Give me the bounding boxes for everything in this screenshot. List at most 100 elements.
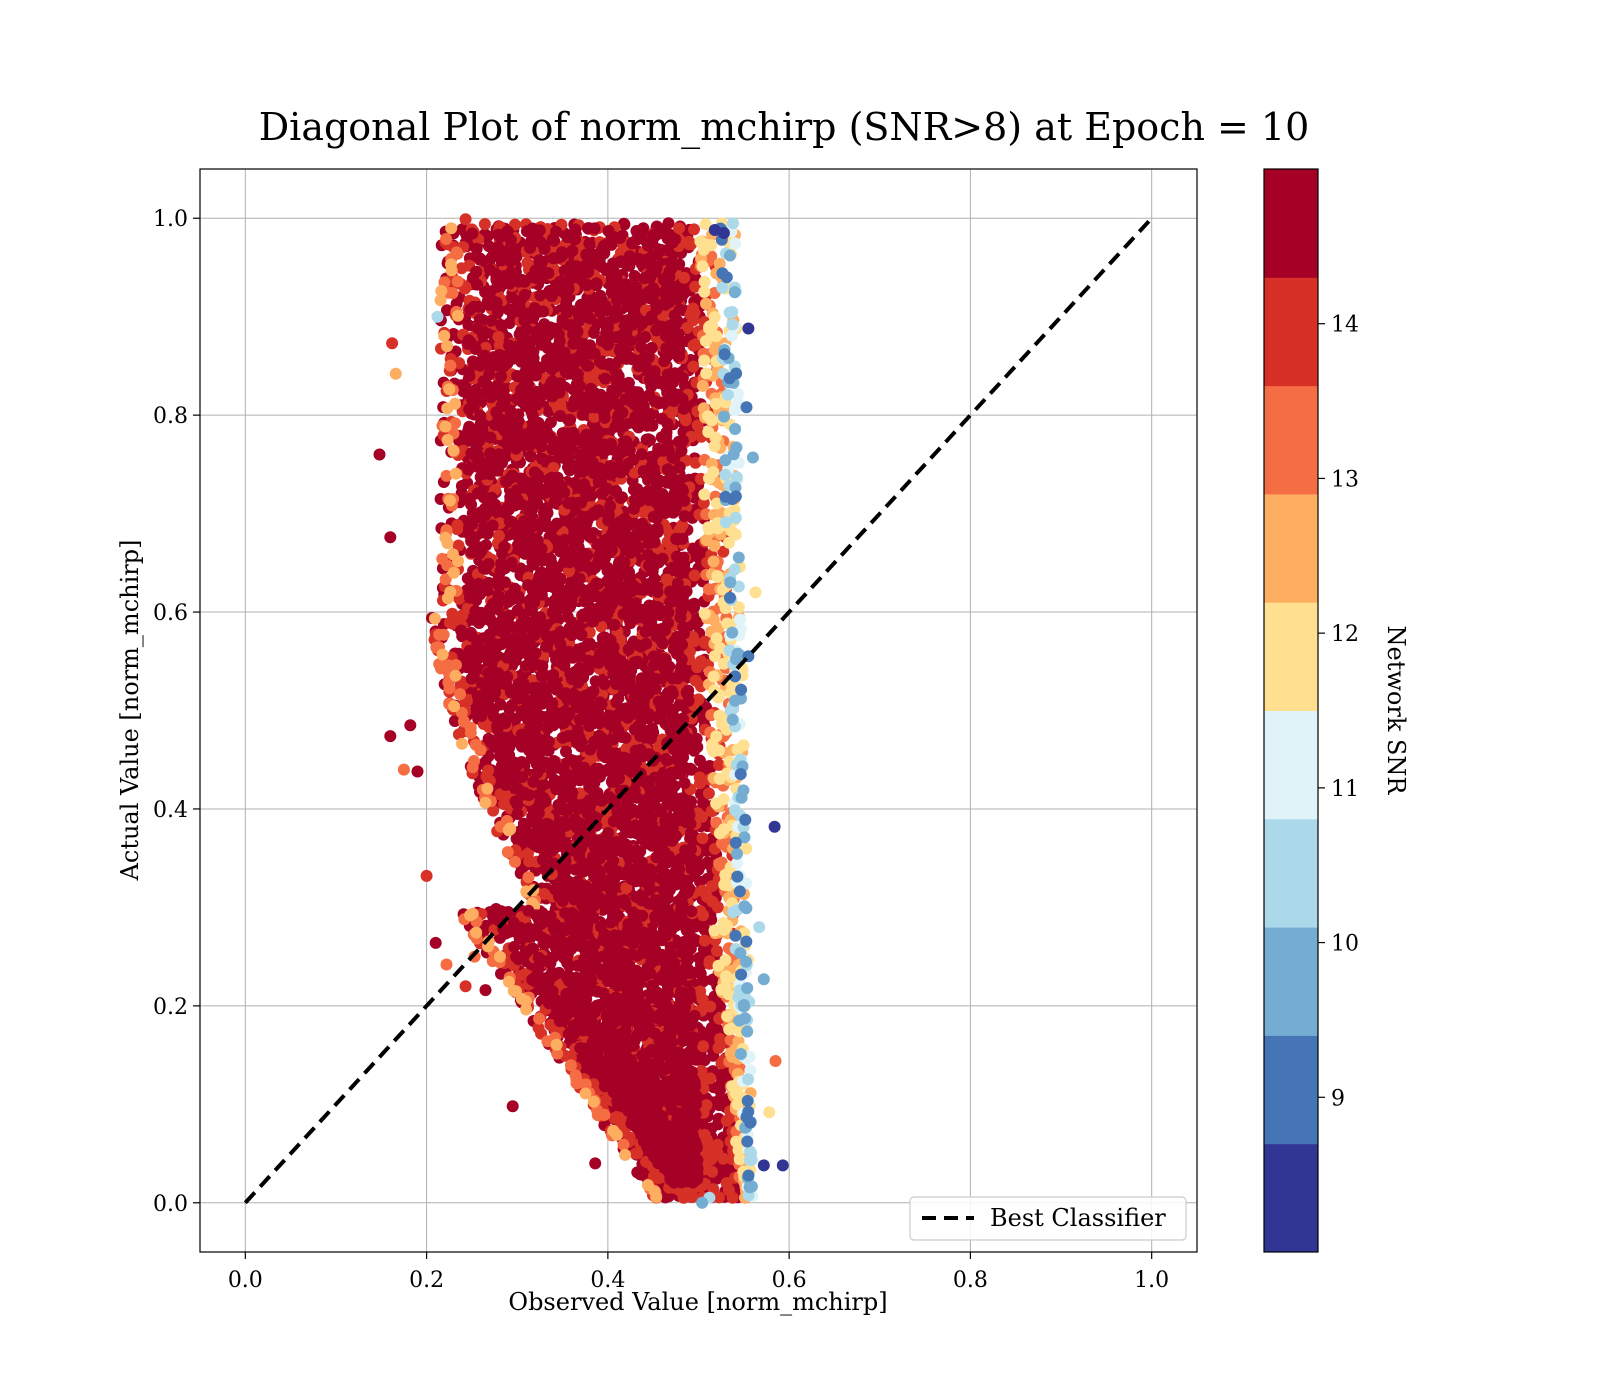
scatter-point: [688, 569, 701, 582]
scatter-point: [439, 531, 452, 544]
scatter-point: [442, 659, 455, 672]
scatter-point: [504, 822, 517, 835]
scatter-point: [660, 573, 673, 586]
scatter-point: [441, 340, 454, 353]
scatter-point: [459, 282, 471, 295]
scatter-point: [641, 1179, 654, 1192]
scatter-point: [706, 1165, 719, 1178]
scatter-point: [437, 628, 450, 641]
scatter-point: [677, 1191, 690, 1204]
scatter-point: [707, 555, 720, 568]
scatter-point: [564, 1059, 577, 1072]
scatter-point: [619, 1148, 632, 1161]
scatter-point: [456, 609, 469, 622]
scatter-point: [443, 616, 456, 629]
scatter-point: [447, 566, 460, 579]
scatter-point: [698, 607, 711, 620]
scatter-point: [444, 359, 457, 372]
scatter-point: [466, 761, 479, 774]
scatter-point: [428, 612, 441, 625]
scatter-point: [698, 1054, 711, 1067]
scatter-point: [478, 218, 491, 231]
scatter-point: [509, 855, 521, 868]
scatter-point: [469, 738, 482, 751]
scatter-point: [451, 309, 464, 322]
scatter-point: [700, 534, 713, 547]
scatter-point: [445, 222, 458, 235]
scatter-point: [449, 669, 462, 682]
scatter-point: [715, 983, 728, 996]
scatter-point: [714, 1038, 727, 1051]
scatter-point: [502, 303, 515, 316]
scatter-point: [465, 515, 477, 528]
scatter-point: [629, 1147, 642, 1160]
scatter-point: [721, 919, 734, 932]
scatter-point: [454, 688, 467, 701]
scatter-point: [720, 1114, 733, 1127]
scatter-point: [441, 592, 454, 605]
scatter-point: [522, 871, 535, 884]
scatter-point: [441, 434, 454, 446]
scatter-point: [678, 271, 691, 284]
scatter-point: [436, 552, 449, 565]
scatter-point: [448, 715, 461, 727]
scatter-point: [520, 1003, 533, 1016]
scatter-point: [699, 635, 712, 648]
scatter-point: [440, 233, 453, 245]
scatter-point: [698, 934, 711, 947]
scatter-point: [635, 1168, 648, 1181]
scatter-point: [693, 754, 706, 767]
scatter-point: [628, 466, 641, 479]
scatter-point: [710, 945, 723, 957]
scatter-point: [707, 1141, 720, 1154]
scatter-point: [587, 1095, 600, 1108]
scatter-point: [610, 1128, 623, 1141]
scatter-point: [547, 461, 560, 474]
scatter-point: [533, 1012, 546, 1025]
scatter-point: [441, 304, 453, 317]
scatter-point: [687, 360, 700, 373]
scatter-point: [696, 379, 709, 392]
scatter-point: [705, 414, 718, 427]
scatter-point: [449, 467, 462, 480]
scatter-point: [703, 957, 716, 970]
scatter-point: [705, 239, 718, 252]
scatter-point: [702, 426, 715, 438]
scatter-point: [726, 1191, 739, 1204]
scatter-point: [598, 1108, 611, 1121]
scatter-point: [441, 402, 454, 415]
scatter-point: [688, 223, 700, 236]
scatter-point: [694, 235, 707, 248]
scatter-point: [697, 1040, 710, 1053]
scatter-point: [435, 285, 448, 297]
scatter-point: [455, 262, 468, 275]
scatter-point: [436, 648, 449, 661]
scatter-points: [373, 213, 789, 1209]
scatter-point: [688, 635, 701, 648]
scatter-point: [708, 924, 721, 937]
scatter-point: [713, 857, 726, 870]
scatter-point: [443, 383, 456, 396]
scatter-point: [713, 744, 725, 757]
scatter-point: [733, 1153, 746, 1166]
scatter-point: [452, 539, 465, 552]
scatter-point: [720, 970, 732, 983]
scatter-point: [720, 879, 733, 892]
scatter-point: [699, 335, 712, 348]
scatter-point: [443, 494, 456, 507]
scatter-point: [673, 222, 686, 235]
scatter-point: [650, 1190, 663, 1203]
scatter-point: [447, 444, 460, 457]
scatter-point: [694, 859, 707, 872]
scatter-point: [494, 788, 507, 801]
scatter-point: [696, 832, 709, 845]
scatter-point: [620, 882, 633, 894]
scatter-point: [479, 796, 492, 809]
scatter-point: [700, 297, 712, 310]
scatter-point: [470, 926, 483, 939]
scatter-point: [507, 984, 520, 997]
scatter-point: [700, 1099, 713, 1112]
scatter-point: [692, 693, 705, 706]
chart-title: Diagonal Plot of norm_mchirp (SNR>8) at …: [259, 105, 1310, 150]
